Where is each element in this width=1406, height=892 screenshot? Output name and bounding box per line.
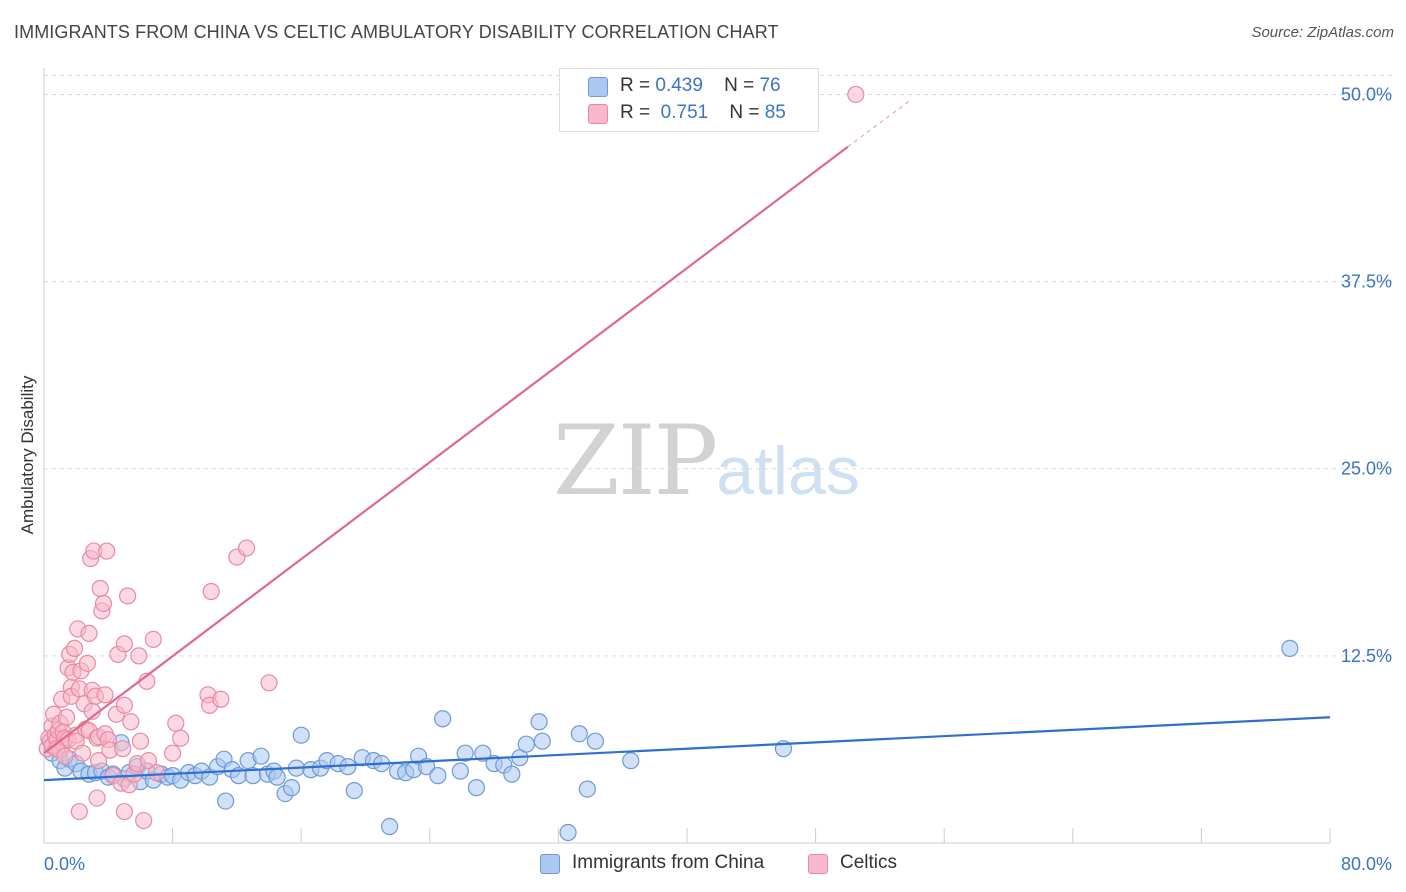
bottom-legend-label-celtics: Celtics — [840, 852, 898, 873]
celtic-point — [57, 708, 76, 726]
y-tick-label: 37.5% — [1341, 272, 1392, 292]
chart-title: IMMIGRANTS FROM CHINA VS CELTIC AMBULATO… — [14, 22, 779, 42]
china-point — [467, 779, 486, 797]
china-point — [282, 779, 301, 797]
bottom-legend-swatch-china — [540, 854, 560, 874]
china-point — [1281, 639, 1299, 657]
china-point — [345, 782, 363, 800]
legend-r-label: R = — [620, 75, 651, 96]
celtic-point — [98, 542, 116, 560]
china-point — [252, 747, 270, 765]
celtic-point — [80, 624, 98, 643]
legend-r-value-celtics: 0.751 — [660, 102, 709, 123]
celtic-point — [164, 744, 182, 762]
legend-n-label: N = — [729, 102, 760, 123]
celtic-point — [73, 744, 92, 762]
china-point — [474, 744, 492, 762]
legend-n-value-china: 76 — [759, 75, 781, 96]
bottom-legend-label-china: Immigrants from China — [572, 852, 765, 873]
celtic-point — [172, 729, 190, 747]
legend-swatch-celtics — [588, 104, 608, 124]
china-point — [434, 710, 452, 728]
celtic-point — [94, 594, 113, 613]
watermark-atlas: atlas — [716, 433, 860, 509]
china-point — [339, 758, 357, 776]
celtic-point — [147, 764, 166, 782]
legend-n-label: N = — [724, 75, 755, 96]
celtic-point — [56, 747, 74, 765]
celtic-point — [115, 635, 133, 653]
china-point — [559, 823, 577, 842]
china-point — [503, 765, 521, 783]
x-tick-label-max: 80.0% — [1341, 854, 1392, 874]
source-credit: Source: ZipAtlas.com — [1251, 24, 1394, 41]
china-point — [533, 732, 551, 750]
china-point — [586, 732, 604, 750]
celtic-point — [212, 690, 230, 708]
celtic-point — [65, 639, 84, 657]
china-point — [381, 817, 399, 836]
celtic-point — [118, 587, 137, 605]
celtic-point — [122, 713, 140, 731]
china-point — [570, 725, 588, 743]
celtic-point — [78, 654, 97, 672]
china-point — [578, 780, 596, 798]
china-point — [622, 752, 640, 770]
legend-r-label: R = — [620, 102, 651, 123]
celtic-point — [139, 752, 158, 770]
celtic-point — [114, 740, 132, 758]
celtic-point — [202, 582, 220, 601]
x-tick-label-min: 0.0% — [44, 854, 85, 874]
china-point — [217, 792, 235, 810]
celtic-point — [167, 714, 185, 732]
china-point — [517, 735, 535, 753]
china-point — [451, 762, 469, 780]
celtic-point — [144, 630, 162, 648]
china-point — [429, 767, 447, 785]
celtic-point — [237, 539, 256, 557]
watermark-zip: ZIP — [553, 405, 718, 517]
celtic-point — [131, 732, 150, 750]
celtic-point — [115, 802, 133, 821]
watermark: ZIPatlas — [553, 405, 860, 517]
china-trend-line — [43, 716, 1331, 782]
celtic-trend-line — [43, 145, 849, 755]
celtic-point — [96, 686, 114, 704]
celtic-point — [847, 85, 865, 104]
celtic-trend-extension — [847, 98, 913, 148]
celtic-point — [260, 674, 278, 692]
celtic-point — [88, 789, 106, 807]
y-tick-label: 12.5% — [1341, 646, 1392, 666]
legend-row-china: R = 0.439 N = 76 — [560, 74, 818, 100]
bottom-legend-swatch-celtics — [808, 854, 828, 874]
correlation-legend: R = 0.439 N = 76 R = 0.751 N = 85 — [559, 68, 819, 132]
celtic-point — [91, 579, 109, 598]
celtic-point — [135, 811, 153, 830]
celtic-point — [130, 647, 148, 665]
legend-row-celtics: R = 0.751 N = 85 — [560, 101, 818, 127]
y-tick-label: 25.0% — [1341, 459, 1392, 479]
china-point — [292, 726, 310, 744]
legend-n-value-celtics: 85 — [764, 102, 786, 123]
china-point — [530, 713, 548, 731]
celtic-point — [115, 696, 133, 714]
china-point — [268, 768, 286, 786]
celtic-point — [90, 752, 108, 770]
china-point — [456, 744, 474, 762]
y-tick-label: 50.0% — [1341, 84, 1392, 104]
legend-r-value-china: 0.439 — [655, 75, 703, 96]
legend-swatch-china — [588, 77, 608, 97]
celtic-point — [70, 802, 88, 821]
